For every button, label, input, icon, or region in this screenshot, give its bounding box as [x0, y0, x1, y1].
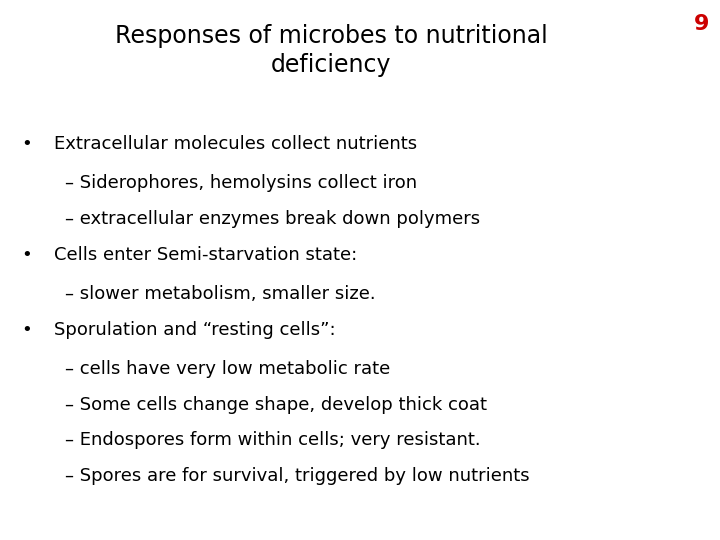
Text: Responses of microbes to nutritional
deficiency: Responses of microbes to nutritional def…: [114, 24, 548, 77]
Text: Cells enter Semi-starvation state:: Cells enter Semi-starvation state:: [54, 246, 357, 264]
Text: – cells have very low metabolic rate: – cells have very low metabolic rate: [65, 360, 390, 378]
Text: – Endospores form within cells; very resistant.: – Endospores form within cells; very res…: [65, 431, 480, 449]
Text: •: •: [22, 246, 32, 264]
Text: – Some cells change shape, develop thick coat: – Some cells change shape, develop thick…: [65, 396, 487, 414]
Text: – slower metabolism, smaller size.: – slower metabolism, smaller size.: [65, 285, 375, 303]
Text: – extracellular enzymes break down polymers: – extracellular enzymes break down polym…: [65, 210, 480, 228]
Text: – Siderophores, hemolysins collect iron: – Siderophores, hemolysins collect iron: [65, 174, 417, 192]
Text: •: •: [22, 135, 32, 153]
Text: •: •: [22, 321, 32, 339]
Text: – Spores are for survival, triggered by low nutrients: – Spores are for survival, triggered by …: [65, 467, 529, 485]
Text: 9: 9: [694, 14, 709, 33]
Text: Sporulation and “resting cells”:: Sporulation and “resting cells”:: [54, 321, 336, 339]
Text: Extracellular molecules collect nutrients: Extracellular molecules collect nutrient…: [54, 135, 417, 153]
